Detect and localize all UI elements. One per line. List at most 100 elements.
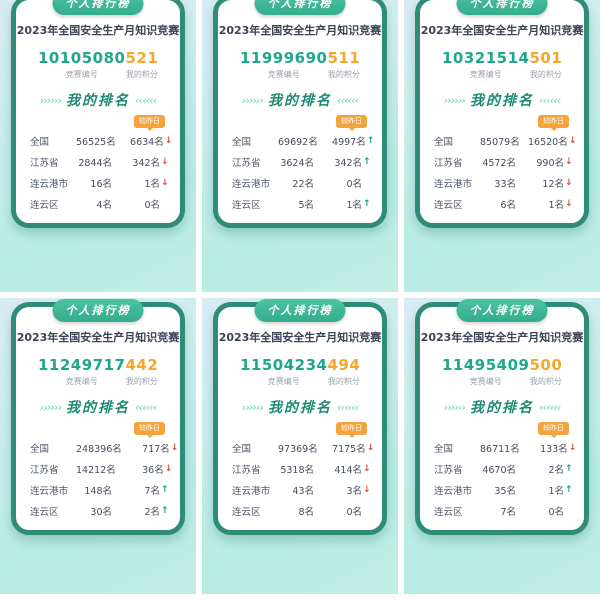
my-ranking-heading: ›››››› 我的排名 ‹‹‹‹‹‹ bbox=[218, 397, 382, 417]
ranking-row-province: 江苏省 4572名 990名 ↓ bbox=[434, 151, 574, 172]
my-score: 494 bbox=[327, 356, 361, 374]
stats-row: 11249717 竞赛编号 442 我的积分 bbox=[16, 356, 180, 387]
my-score-block: 511 我的积分 bbox=[328, 49, 361, 80]
trend-up-icon: ↑ bbox=[161, 484, 169, 495]
vs-yesterday-badge: 较昨日 bbox=[336, 422, 367, 435]
ranking-row-national: 全国 69692名 4997名 ↑ bbox=[232, 130, 374, 151]
ranking-table: 全国 86711名 133名 ↓ 江苏省 4670名 2名 ↑ bbox=[420, 435, 584, 521]
rank-value: 4572名 bbox=[482, 157, 516, 169]
change-cell: 16520名 ↓ bbox=[526, 134, 578, 148]
contest-title: 2023年全国安全生产月知识竞赛 bbox=[218, 24, 382, 37]
change-value: 2名 bbox=[548, 464, 564, 476]
trend-down-icon: ↓ bbox=[366, 442, 375, 453]
stats-row: 11999690 竞赛编号 511 我的积分 bbox=[218, 49, 382, 80]
ranking-table: 全国 97369名 7175名 ↓ 江苏省 5318名 414名 ↓ bbox=[218, 435, 382, 521]
ranking-ribbon: 个人排行榜 bbox=[52, 0, 144, 15]
region-label: 全国 bbox=[232, 443, 252, 455]
contest-id-block: 11495409 竞赛编号 bbox=[442, 356, 530, 387]
change-value: 4997名 bbox=[332, 136, 366, 148]
ranking-ribbon: 个人排行榜 bbox=[52, 299, 144, 322]
chevrons-left-icon: ›››››› bbox=[39, 400, 62, 414]
contest-id: 11999690 bbox=[240, 49, 328, 67]
contest-id-block: 10105080 竞赛编号 bbox=[38, 49, 126, 80]
rank-value: 22名 bbox=[292, 178, 314, 190]
ranking-row-district: 连云区 30名 2名 ↑ bbox=[30, 500, 170, 521]
region-label: 连云港市 bbox=[232, 178, 271, 190]
trend-down-icon: ↓ bbox=[164, 135, 173, 146]
rank-value: 248396名 bbox=[76, 443, 122, 455]
contest-title: 2023年全国安全生产月知识竞赛 bbox=[16, 331, 180, 344]
my-ranking-title: 我的排名 bbox=[66, 400, 130, 416]
ranking-row-province: 江苏省 4670名 2名 ↑ bbox=[434, 458, 574, 479]
my-score-block: 501 我的积分 bbox=[530, 49, 563, 80]
leaderboard-screenshot-tile: 个人排行榜 2023年全国安全生产月知识竞赛 10321514 竞赛编号 501… bbox=[404, 0, 600, 292]
leaderboard-card: 个人排行榜 2023年全国安全生产月知识竞赛 11495409 竞赛编号 500… bbox=[415, 299, 589, 535]
ranking-row-province: 江苏省 2844名 342名 ↓ bbox=[30, 151, 170, 172]
my-ranking-title: 我的排名 bbox=[66, 93, 130, 109]
change-value: 0名 bbox=[346, 506, 362, 518]
ranking-table: 全国 69692名 4997名 ↑ 江苏省 3624名 342名 ↑ bbox=[218, 128, 382, 214]
change-cell: 1名 ↑ bbox=[522, 483, 574, 497]
trend-up-icon: ↑ bbox=[565, 484, 573, 495]
contest-title: 2023年全国安全生产月知识竞赛 bbox=[420, 331, 584, 344]
change-value: 414名 bbox=[334, 464, 362, 476]
vs-yesterday-wrap: 较昨日 bbox=[420, 422, 584, 435]
change-value: 7175名 bbox=[332, 443, 366, 455]
my-ranking-title: 我的排名 bbox=[268, 93, 332, 109]
region-label: 全国 bbox=[232, 136, 252, 148]
trend-up-icon: ↑ bbox=[363, 198, 371, 209]
my-score-block: 442 我的积分 bbox=[126, 356, 159, 387]
my-ranking-title: 我的排名 bbox=[470, 93, 534, 109]
my-score-label: 我的积分 bbox=[125, 70, 158, 79]
vs-yesterday-wrap: 较昨日 bbox=[218, 422, 382, 435]
change-cell: 3名 ↓ bbox=[320, 483, 372, 497]
rank-value: 5名 bbox=[298, 199, 314, 211]
leaderboard-card: 个人排行榜 2023年全国安全生产月知识竞赛 10105080 竞赛编号 521… bbox=[11, 0, 185, 228]
change-value: 3名 bbox=[346, 485, 362, 497]
rank-value: 7名 bbox=[500, 506, 516, 518]
contest-id-label: 竞赛编号 bbox=[267, 377, 300, 386]
ranking-ribbon: 个人排行榜 bbox=[254, 0, 346, 15]
vs-yesterday-badge: 较昨日 bbox=[336, 115, 367, 128]
my-score-block: 494 我的积分 bbox=[328, 356, 361, 387]
ranking-row-province: 江苏省 14212名 36名 ↓ bbox=[30, 458, 172, 479]
vs-yesterday-badge: 较昨日 bbox=[538, 422, 569, 435]
chevrons-right-icon: ‹‹‹‹‹‹ bbox=[539, 93, 561, 107]
change-value: 1名 bbox=[144, 178, 160, 190]
change-value: 990名 bbox=[536, 157, 564, 169]
leaderboard-screenshot-tile: 个人排行榜 2023年全国安全生产月知识竞赛 11249717 竞赛编号 442… bbox=[0, 298, 196, 594]
my-score-label: 我的积分 bbox=[125, 377, 158, 386]
trend-down-icon: ↓ bbox=[565, 198, 573, 209]
trend-down-icon: ↓ bbox=[568, 442, 577, 453]
ranking-row-national: 全国 97369名 7175名 ↓ bbox=[232, 437, 374, 458]
rank-value: 85079名 bbox=[480, 136, 520, 148]
change-value: 6634名 bbox=[130, 136, 164, 148]
stats-row: 10105080 竞赛编号 521 我的积分 bbox=[16, 49, 180, 80]
my-score-label: 我的积分 bbox=[327, 70, 360, 79]
ranking-ribbon: 个人排行榜 bbox=[254, 299, 346, 322]
chevrons-left-icon: ›››››› bbox=[443, 93, 466, 107]
contest-id: 11495409 bbox=[442, 356, 530, 374]
change-cell: 7175名 ↓ bbox=[324, 441, 376, 455]
chevrons-left-icon: ›››››› bbox=[39, 93, 62, 107]
change-value: 1名 bbox=[548, 199, 564, 211]
ranking-table: 全国 56525名 6634名 ↓ 江苏省 2844名 342名 ↓ bbox=[16, 128, 180, 214]
trend-down-icon: ↓ bbox=[164, 463, 173, 474]
my-ranking-heading: ›››››› 我的排名 ‹‹‹‹‹‹ bbox=[420, 90, 584, 110]
rank-value: 3624名 bbox=[280, 157, 314, 169]
region-label: 连云港市 bbox=[434, 485, 473, 497]
region-label: 江苏省 bbox=[232, 464, 261, 476]
my-score: 500 bbox=[529, 356, 563, 374]
rank-value: 35名 bbox=[494, 485, 516, 497]
region-label: 连云区 bbox=[434, 506, 463, 518]
contest-id-label: 竞赛编号 bbox=[65, 377, 98, 386]
change-cell: 990名 ↓ bbox=[522, 155, 574, 169]
change-value: 0名 bbox=[346, 178, 362, 190]
change-value: 36名 bbox=[142, 464, 164, 476]
ranking-row-city: 连云港市 43名 3名 ↓ bbox=[232, 479, 372, 500]
contest-id-block: 10321514 竞赛编号 bbox=[442, 49, 530, 80]
rank-value: 56525名 bbox=[76, 136, 116, 148]
change-cell: 2名 ↑ bbox=[522, 462, 574, 476]
region-label: 全国 bbox=[434, 136, 454, 148]
change-value: 1名 bbox=[346, 199, 362, 211]
